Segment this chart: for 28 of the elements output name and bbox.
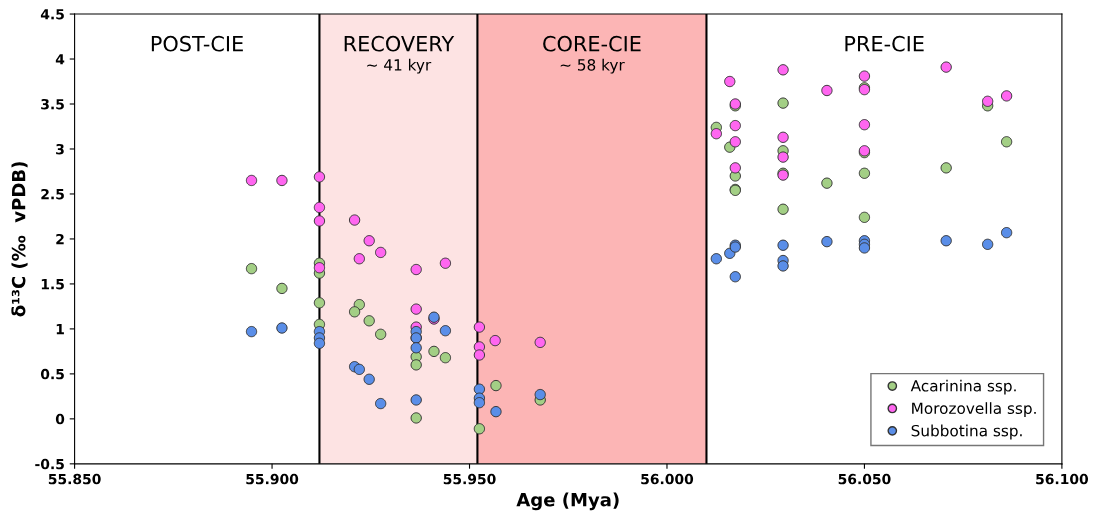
annotation: ~ 58 kyr [560,58,625,74]
y-tick-label: 1 [56,324,64,335]
legend-label: Subbotina ssp. [911,424,1022,440]
x-tick-label: 55.900 [246,473,299,485]
x-tick-label: 55.950 [443,473,496,485]
y-tick-label: 3.5 [41,98,64,110]
y-tick-label: -0.5 [35,458,64,470]
y-tick-label: 2 [56,233,64,245]
y-tick-label: 2.5 [41,188,64,200]
annotation: PRE-CIE [845,35,924,52]
legend-label: Acarinina ssp. [910,379,1016,395]
y-tick-label: 3 [56,143,64,155]
y-axis-title: δ¹³C (‰ vPDB) [11,162,28,317]
y-tick-label: 1.5 [41,279,64,290]
band-label: RECOVERY [344,35,455,52]
annotation: ~ 41 kyr [367,58,432,74]
y-tick-label: 4.5 [40,9,64,20]
x-axis-title: Age (Mya) [516,492,619,511]
legend-label: Morozovella ssp. [912,402,1036,417]
x-tick-label: 56.100 [1036,473,1089,485]
x-tick-label: 55.850 [48,473,101,485]
annotation: POST-CIE [151,35,243,52]
y-tick-label: 4 [55,54,65,65]
y-tick-label: 0.5 [40,368,64,380]
x-tick-label: 56.050 [838,473,891,485]
band-label: CORE-CIE [543,35,641,52]
x-tick-label: 56.000 [641,473,694,485]
y-tick-label: 0 [55,413,65,425]
